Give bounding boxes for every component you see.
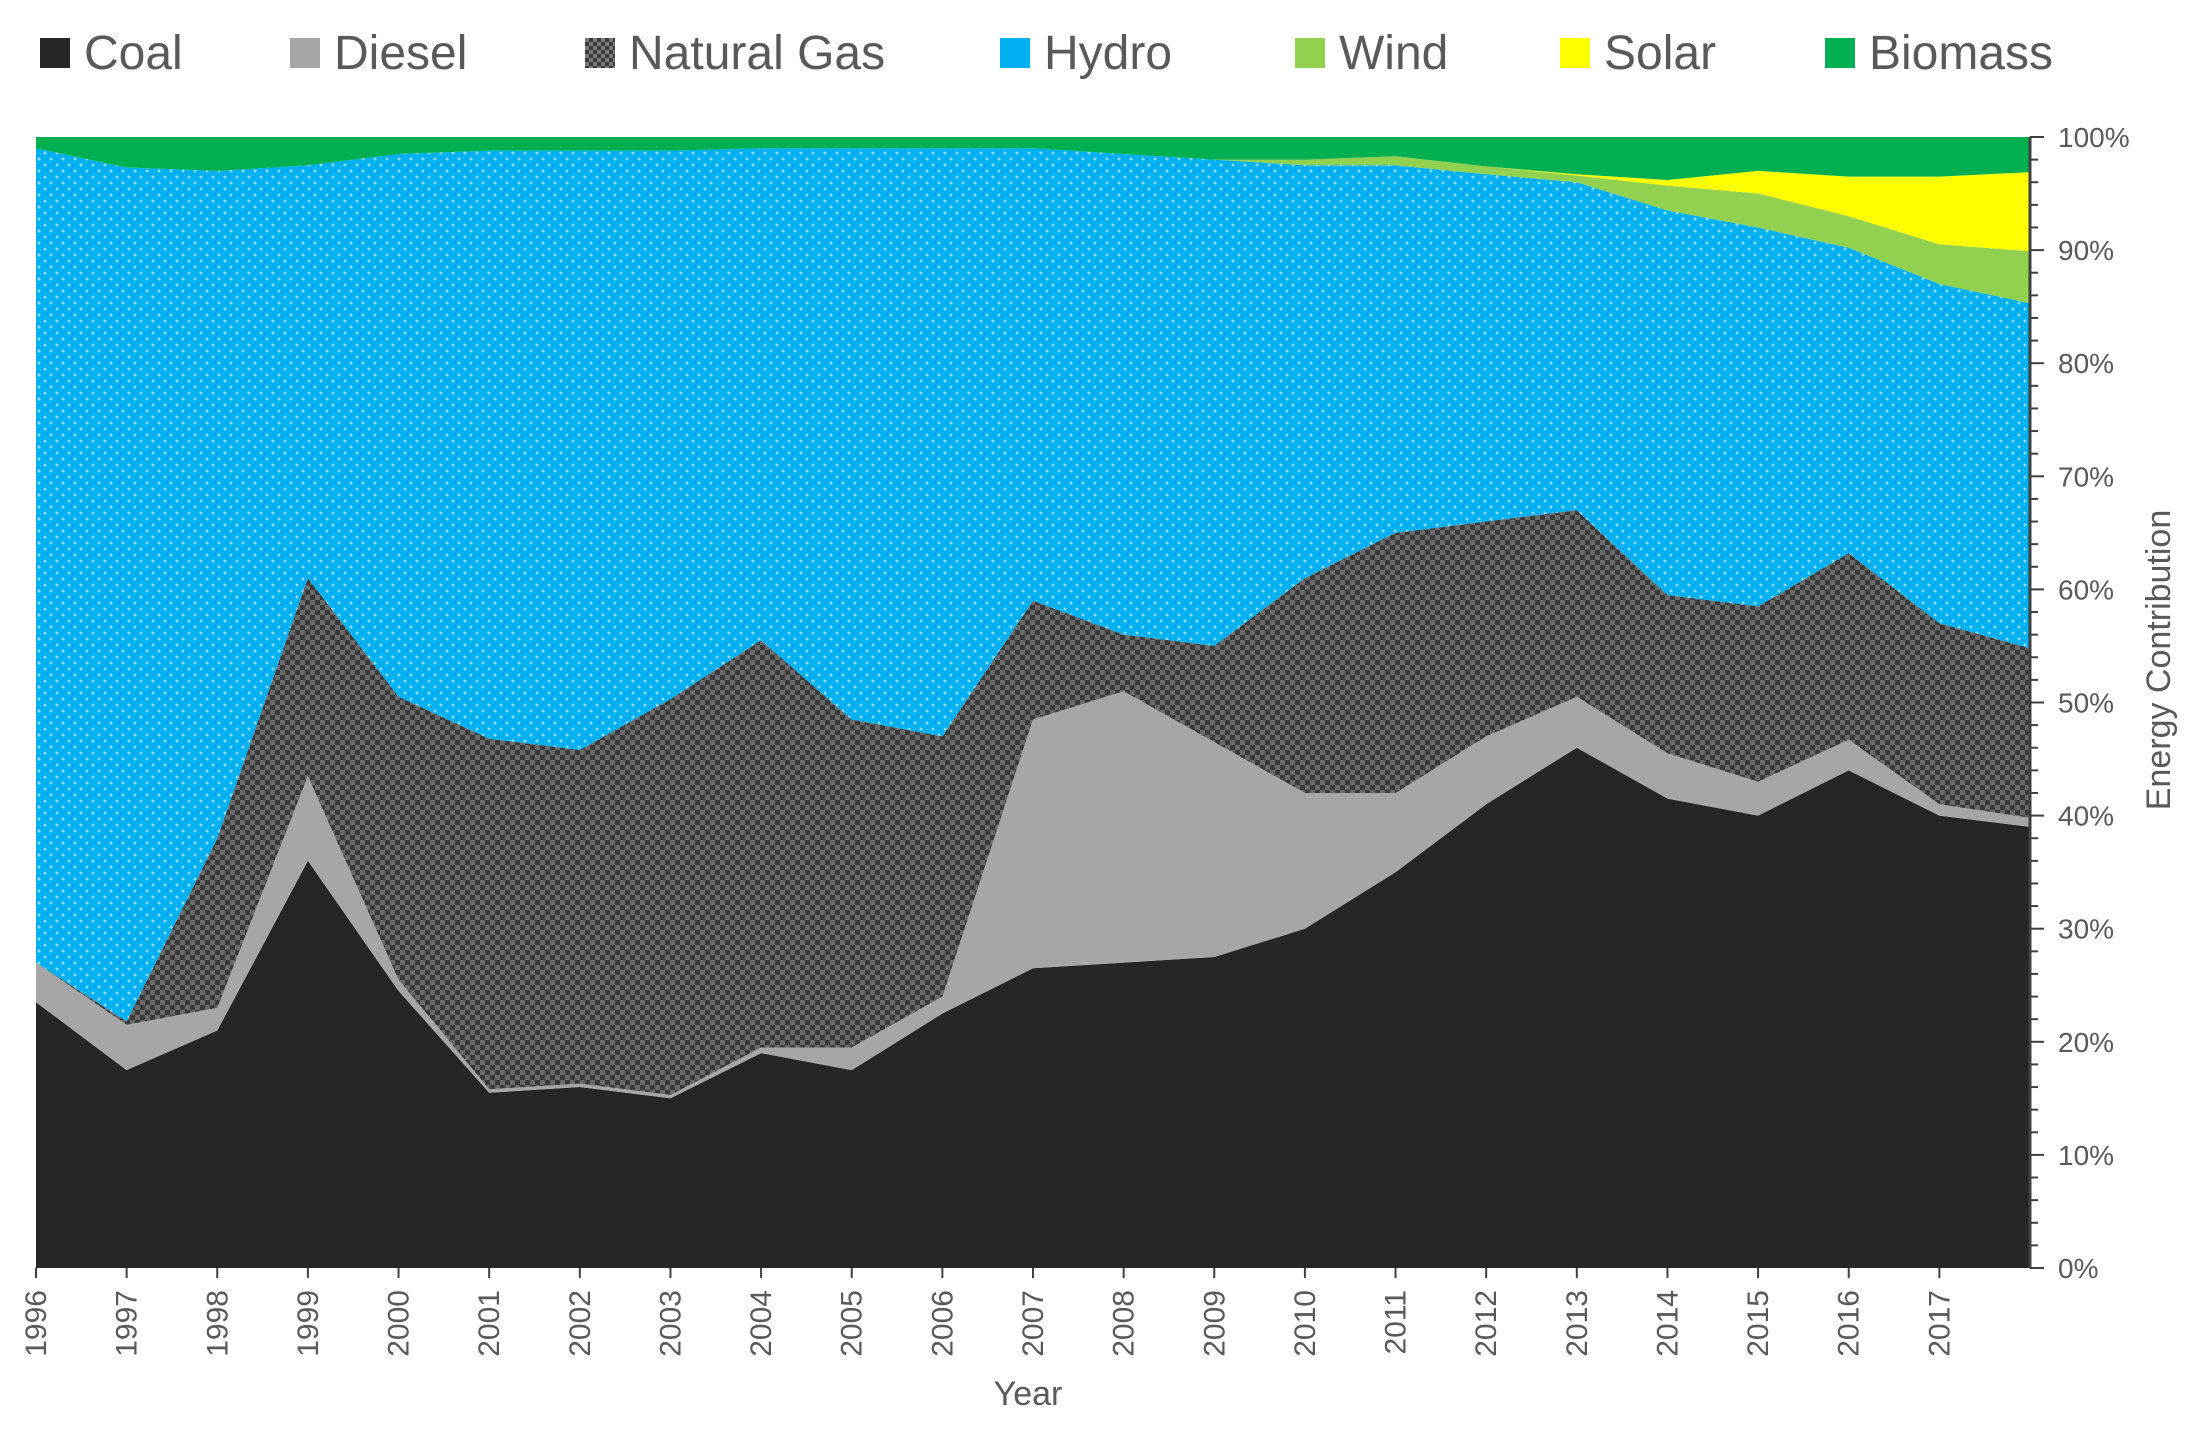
x-tick-label: 2008 <box>1108 1290 1141 1357</box>
legend-swatch <box>1825 38 1855 68</box>
x-tick-label: 2004 <box>745 1290 778 1357</box>
x-tick-label: 2006 <box>926 1290 959 1357</box>
x-tick-label: 2013 <box>1561 1290 1594 1357</box>
y-tick-label: 60% <box>2058 574 2114 605</box>
x-tick-label: 2011 <box>1380 1290 1413 1355</box>
area-biomass <box>36 137 2030 180</box>
x-tick-label: 2002 <box>564 1290 597 1357</box>
x-tick-label: 2015 <box>1742 1290 1775 1357</box>
legend-item-coal: Coal <box>40 18 183 88</box>
x-tick-label: 2000 <box>383 1290 416 1357</box>
legend-label: Diesel <box>334 26 468 80</box>
y-tick-label: 70% <box>2058 461 2114 492</box>
legend-label: Coal <box>84 26 183 80</box>
x-tick-label: 2005 <box>836 1290 869 1357</box>
legend-swatch <box>1295 38 1325 68</box>
x-tick-label: 2017 <box>1923 1290 1956 1357</box>
x-tick-label: 1997 <box>111 1290 144 1357</box>
x-tick-label: 2010 <box>1289 1290 1322 1357</box>
legend-label: Hydro <box>1044 26 1173 80</box>
legend-swatch <box>1000 38 1030 68</box>
x-tick-label: 2014 <box>1651 1290 1684 1357</box>
legend-swatch <box>1560 38 1590 68</box>
legend-swatch <box>40 38 70 68</box>
y-tick-label: 100% <box>2058 122 2130 153</box>
y-axis: 0% 10% 20% 30% 40% 50% 60% 70% 80% 90% 100% <box>2028 122 2130 1284</box>
legend: Coal Diesel Natural Gas Hydro Wind Solar Bioma… <box>40 18 2160 88</box>
legend-item-solar: Solar <box>1560 18 1716 88</box>
legend-swatch <box>290 38 320 68</box>
x-tick-label: 2003 <box>654 1290 687 1357</box>
area-coal <box>36 747 2030 1268</box>
x-axis-title: Year <box>994 1375 1063 1413</box>
y-tick-label: 80% <box>2058 348 2114 379</box>
legend-label: Natural Gas <box>629 26 886 80</box>
legend-item-diesel: Diesel <box>290 18 467 88</box>
legend-label: Biomass <box>1869 26 2054 80</box>
y-tick-label: 40% <box>2058 801 2114 832</box>
legend-label: Wind <box>1339 26 1449 80</box>
x-tick-label: 1996 <box>20 1290 53 1357</box>
y-tick-label: 0% <box>2058 1253 2098 1284</box>
x-axis: 1996 1997 1998 1999 2000 2001 2002 2003 2004 2005… <box>20 1268 1956 1357</box>
area-diesel <box>36 691 2030 1099</box>
legend-item-hydro: Hydro <box>1000 18 1172 88</box>
x-tick-label: 2001 <box>473 1290 506 1357</box>
legend-swatch <box>585 38 615 68</box>
x-tick-label: 1999 <box>292 1290 325 1357</box>
y-tick-label: 90% <box>2058 235 2114 266</box>
x-tick-label: 2012 <box>1470 1290 1503 1357</box>
x-tick-label: 2016 <box>1833 1290 1866 1357</box>
x-tick-label: 2007 <box>1017 1290 1050 1357</box>
series-areas <box>36 137 2030 1268</box>
area-hydro <box>36 148 2030 1022</box>
y-tick-label: 20% <box>2058 1027 2114 1058</box>
legend-item-biomass: Biomass <box>1825 18 2053 88</box>
x-tick-label: 2009 <box>1198 1290 1231 1357</box>
legend-label: Solar <box>1604 26 1717 80</box>
y-tick-label: 30% <box>2058 914 2114 945</box>
y-axis-title: Energy Contribution <box>2140 510 2178 811</box>
y-tick-label: 10% <box>2058 1140 2114 1171</box>
legend-item-wind: Wind <box>1295 18 1448 88</box>
legend-item-natural-gas: Natural Gas <box>585 18 885 88</box>
area-natural-gas <box>36 510 2030 1095</box>
y-tick-label: 50% <box>2058 688 2114 719</box>
x-tick-label: 1998 <box>201 1290 234 1357</box>
